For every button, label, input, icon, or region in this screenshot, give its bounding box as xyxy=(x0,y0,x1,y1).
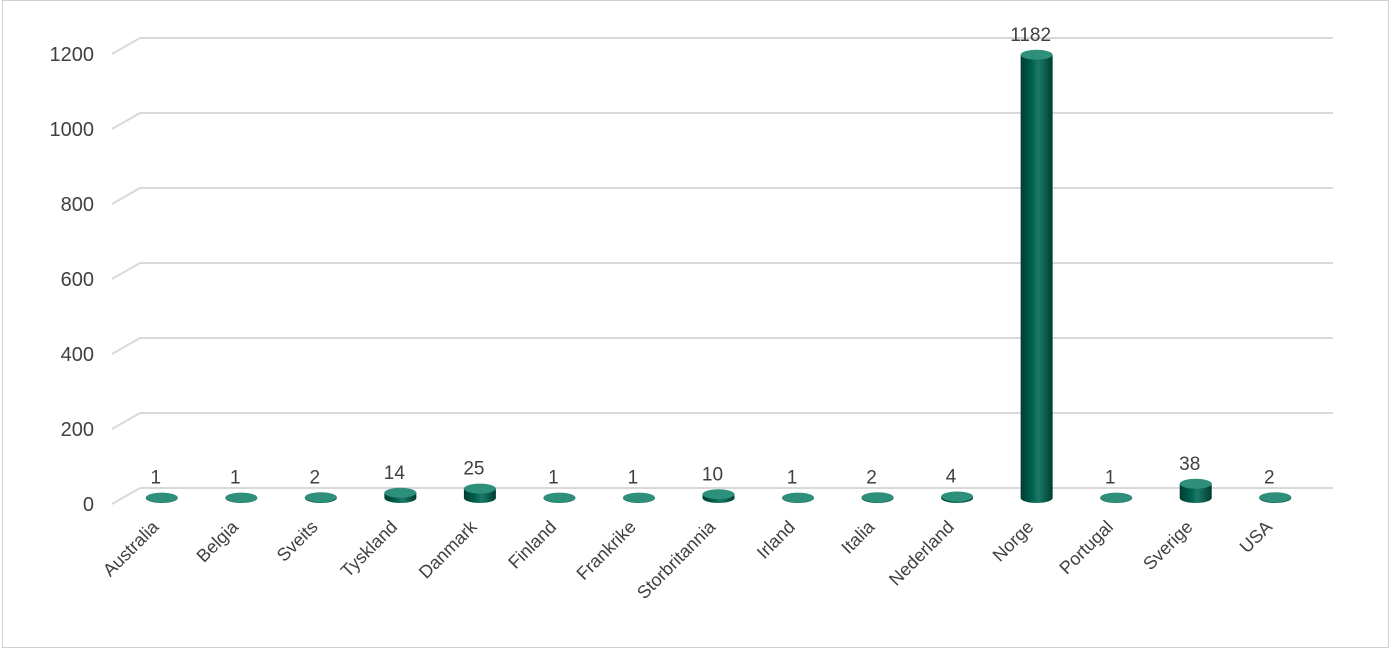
y-tick-label: 1200 xyxy=(50,44,95,66)
gridlines xyxy=(111,37,1333,505)
gridline-depth xyxy=(111,337,141,355)
bar xyxy=(1179,478,1212,503)
bar xyxy=(1259,492,1292,503)
x-tick-label: Belgia xyxy=(193,516,243,566)
data-label: 14 xyxy=(384,463,406,484)
bar-top xyxy=(384,487,417,498)
bar xyxy=(543,492,576,503)
y-tick-label: 800 xyxy=(61,194,94,216)
bar-top xyxy=(622,492,655,503)
bar xyxy=(384,487,417,503)
bar-body xyxy=(1179,483,1212,503)
y-tick-label: 1000 xyxy=(50,119,95,141)
data-label: 2 xyxy=(866,467,877,488)
x-tick-label: USA xyxy=(1236,517,1276,557)
data-label: 1 xyxy=(1105,468,1116,489)
x-tick-label: Finland xyxy=(504,517,560,573)
gridline-depth xyxy=(111,262,141,280)
bar-top xyxy=(304,492,337,503)
bar-top xyxy=(1100,492,1133,503)
bar-top xyxy=(463,483,496,494)
x-tick-label: Danmark xyxy=(415,516,481,582)
bar-top xyxy=(702,489,735,500)
data-label: 1 xyxy=(230,468,241,489)
bar xyxy=(463,483,496,503)
x-tick-label: Italia xyxy=(837,516,879,558)
y-tick-label: 0 xyxy=(83,494,94,516)
bar-top xyxy=(861,492,894,503)
bar-top xyxy=(1179,478,1212,489)
x-axis-labels: Australia Belgia Sveits Tyskland Danmark Finl… xyxy=(99,516,1276,603)
y-tick-label: 400 xyxy=(61,344,94,366)
bar xyxy=(1020,49,1053,503)
data-label: 10 xyxy=(702,464,723,485)
bar-top xyxy=(225,492,258,503)
bar-top xyxy=(941,491,974,502)
data-label: 1 xyxy=(787,468,798,489)
gridline-depth xyxy=(111,487,141,505)
bar xyxy=(782,492,815,503)
gridline-depth xyxy=(111,187,141,205)
data-label: 25 xyxy=(463,459,484,480)
data-label: 2 xyxy=(1264,467,1275,488)
data-label: 1 xyxy=(628,468,639,489)
x-tick-label: Irland xyxy=(753,517,799,563)
bar-top xyxy=(145,492,178,503)
data-labels: 1 1 2 14 25 1 1 10 1 2 4 1182 1 38 2 xyxy=(150,25,1274,489)
gridline-depth xyxy=(111,37,141,55)
x-tick-label: Portugal xyxy=(1055,517,1117,579)
x-tick-label: Sverige xyxy=(1139,517,1196,574)
bar xyxy=(145,492,178,503)
bar-top xyxy=(543,492,576,503)
y-tick-label: 600 xyxy=(61,269,94,291)
data-label: 1182 xyxy=(1010,25,1051,46)
data-label: 4 xyxy=(946,467,957,488)
bar xyxy=(304,492,337,503)
bar xyxy=(622,492,655,503)
gridline-depth xyxy=(111,112,141,130)
bar xyxy=(1100,492,1133,503)
x-tick-label: Sveits xyxy=(273,517,322,566)
bar xyxy=(861,492,894,503)
data-label: 2 xyxy=(310,467,321,488)
bar-top xyxy=(1259,492,1292,503)
bar xyxy=(941,491,974,503)
bar-body xyxy=(1020,54,1053,503)
gridline-depth xyxy=(111,412,141,430)
bar-top xyxy=(782,492,815,503)
bars xyxy=(145,49,1292,503)
x-tick-label: Nederland xyxy=(885,517,958,590)
data-label: 1 xyxy=(548,468,559,489)
x-tick-label: Norge xyxy=(989,517,1038,566)
y-axis-ticks: 0 200 400 600 800 1000 1200 xyxy=(50,44,95,516)
data-label: 38 xyxy=(1179,454,1200,475)
x-tick-label: Frankrike xyxy=(573,517,640,584)
bar xyxy=(225,492,258,503)
bar-top xyxy=(1020,49,1053,60)
x-tick-label: Tyskland xyxy=(337,517,401,581)
data-label: 1 xyxy=(150,468,161,489)
y-tick-label: 200 xyxy=(61,419,94,441)
x-tick-label: Australia xyxy=(99,516,163,580)
x-tick-label: Storbritannia xyxy=(633,516,720,603)
bar xyxy=(702,489,735,503)
